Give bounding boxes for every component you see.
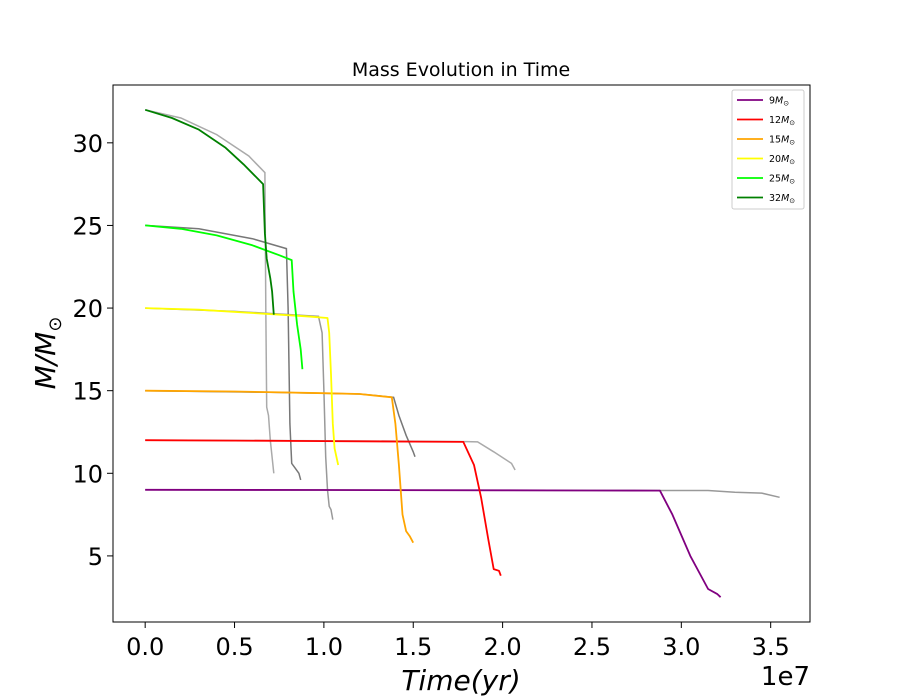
- y-axis: 5 10 15 20 25 30: [72, 130, 113, 571]
- x-tick-label: 1.5: [394, 633, 432, 661]
- series-line-20M: [145, 307, 340, 466]
- legend-label-20M: 20M⊙: [769, 154, 795, 166]
- series-lines: [144, 108, 722, 598]
- y-tick-label: 25: [72, 212, 103, 240]
- y-tick-label: 15: [72, 378, 103, 406]
- y-axis-label-subscript: ⊙: [45, 317, 66, 332]
- series-line-25M: [145, 224, 304, 370]
- y-axis-label: M/M⊙: [29, 317, 66, 390]
- legend-label-9M: 9M⊙: [769, 96, 789, 108]
- y-tick-label: 10: [72, 460, 103, 488]
- x-tick-label: 2.0: [484, 633, 522, 661]
- x-tick-label: 0.0: [126, 633, 164, 661]
- y-axis-label-text: M/M: [29, 332, 62, 390]
- x-axis: 0.0 0.5 1.0 1.5 2.0 2.5 3.0 3.5: [126, 622, 790, 661]
- legend-box: [731, 89, 805, 210]
- plot-area-frame: [112, 84, 811, 623]
- x-axis-offset-label: 1e7: [761, 662, 810, 692]
- legend: 9M⊙ 12M⊙ 15M⊙ 20M⊙ 25M⊙ 32M⊙: [731, 89, 805, 210]
- y-tick-label: 30: [72, 130, 103, 158]
- legend-label-25M: 25M⊙: [769, 174, 795, 186]
- x-axis-label: Time(yr): [401, 664, 520, 697]
- series-line-32M: [144, 108, 275, 315]
- x-tick-label: 1.0: [305, 633, 343, 661]
- x-tick-label: 0.5: [215, 633, 253, 661]
- series-line-12M: [145, 439, 502, 577]
- x-tick-label: 2.5: [573, 633, 611, 661]
- legend-label-12M: 12M⊙: [769, 115, 795, 127]
- x-tick-label: 3.0: [662, 633, 700, 661]
- series-line-9M: [145, 488, 722, 598]
- reference-line-5: [145, 224, 302, 481]
- legend-label-32M: 32M⊙: [769, 193, 795, 205]
- legend-label-15M: 15M⊙: [769, 135, 795, 147]
- series-line-15M: [145, 389, 414, 544]
- svg-text:M/M⊙: M/M⊙: [29, 317, 66, 390]
- chart-title: Mass Evolution in Time: [352, 59, 570, 81]
- y-tick-label: 20: [72, 295, 103, 323]
- x-tick-label: 3.5: [752, 633, 790, 661]
- y-tick-label: 5: [88, 543, 103, 571]
